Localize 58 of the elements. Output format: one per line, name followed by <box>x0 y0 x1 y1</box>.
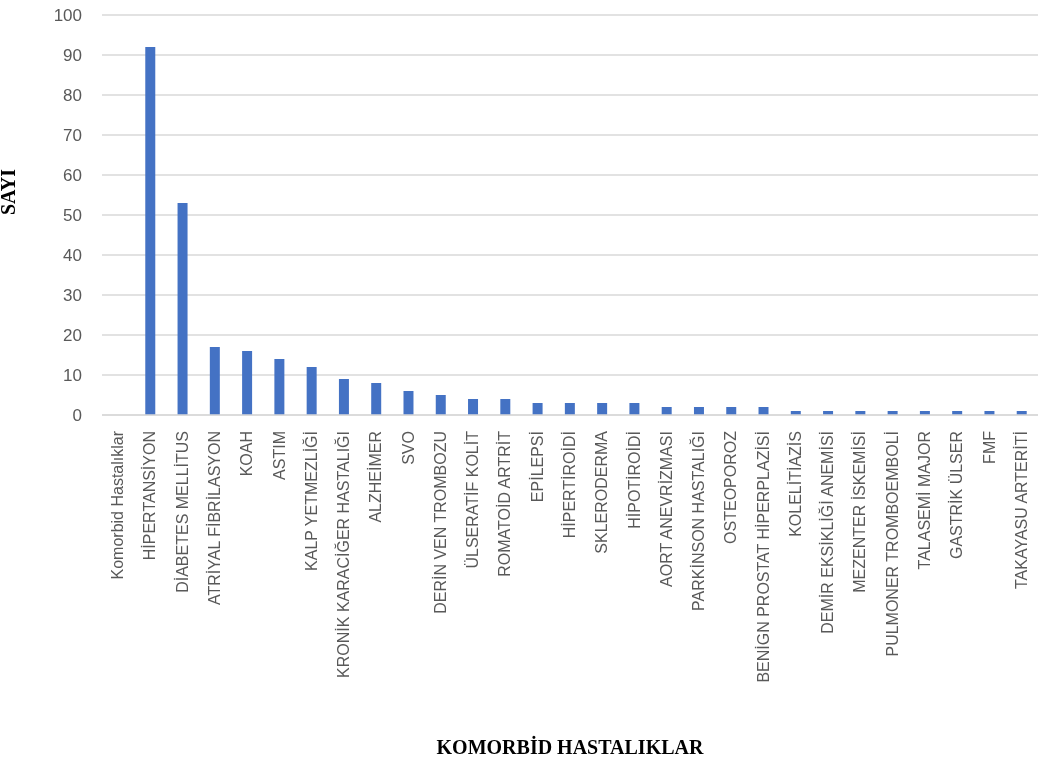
x-tick-label: ALZHEİMER <box>366 431 385 523</box>
bar <box>242 351 253 415</box>
x-tick-label: BENİGN PROSTAT HİPERPLAZİSİ <box>753 431 772 683</box>
x-tick-label: PARKİNSON HASTALIĞI <box>689 431 708 611</box>
y-tick-label: 90 <box>63 46 82 66</box>
y-tick-label: 20 <box>63 326 82 346</box>
bar <box>371 383 382 415</box>
x-tick-label: DERİN VEN TROMBOZU <box>430 431 449 614</box>
x-tick-label: ASTIM <box>270 431 288 480</box>
y-axis-title: SAYI <box>0 168 20 215</box>
y-tick-label: 10 <box>63 366 82 386</box>
y-tick-label: 40 <box>63 246 82 266</box>
x-tick-label: TALASEMİ MAJOR <box>915 431 934 570</box>
bar <box>564 403 575 415</box>
x-tick-label: HİPERTİROİDİ <box>560 431 578 539</box>
x-tick-label: OSTEOPOROZ <box>722 430 740 544</box>
y-tick-label: 50 <box>63 206 82 226</box>
bar <box>532 403 543 415</box>
y-tick-label: 70 <box>63 126 82 146</box>
y-tick-label: 0 <box>72 406 82 426</box>
x-tick-label: TAKAYASU ARTERİTİ <box>1011 431 1030 589</box>
bar <box>403 391 414 415</box>
y-tick-label: 60 <box>63 166 82 186</box>
x-tick-label: KOAH <box>238 431 256 477</box>
x-tick-label: ÜLSERATİF KOLİT <box>463 430 482 569</box>
x-tick-label: PULMONER TROMBOEMBOLİ <box>882 431 901 657</box>
bar <box>209 347 220 415</box>
x-tick-label: SVO <box>399 431 417 465</box>
x-tick-label: KRONİK KARACİĞER HASTALIĞI <box>334 431 353 678</box>
bar <box>629 403 640 415</box>
bar <box>177 203 188 415</box>
x-tick-label: ATRİYAL FİBRİLASYON <box>204 431 223 605</box>
y-tick-label: 100 <box>53 6 82 26</box>
bar <box>435 395 446 415</box>
bar <box>306 367 317 415</box>
x-tick-label: KOLELİTİAZİS <box>785 431 804 537</box>
y-tick-label: 80 <box>63 86 82 106</box>
x-tick-label: KALP YETMEZLİĞİ <box>301 431 320 571</box>
x-tick-label: DEMİR EKSİKLİĞİ ANEMİSİ <box>818 431 837 634</box>
x-tick-label: HİPOTİROİDİ <box>624 431 643 529</box>
x-tick-label: Komorbid Hastalıklar <box>109 430 127 580</box>
x-tick-label: AORT ANEVRİZMASI <box>656 431 675 587</box>
x-tick-label: DİABETES MELLİTUS <box>172 431 191 593</box>
bar <box>274 359 285 415</box>
bar <box>468 399 479 415</box>
x-tick-label: FMF <box>980 430 998 464</box>
x-tick-label: MEZENTER İSKEMİSİ <box>850 431 869 593</box>
x-tick-label: EPİLEPSİ <box>527 431 546 503</box>
bar <box>500 399 511 415</box>
x-tick-label: GASTRİK ÜLSER <box>947 431 966 560</box>
bar <box>597 403 608 415</box>
x-tick-label: HİPERTANSİYON <box>140 431 159 561</box>
bar <box>338 379 349 415</box>
bar <box>145 47 156 415</box>
x-tick-label: SKLERODERMA <box>593 430 611 554</box>
x-axis-title: KOMORBİD HASTALIKLAR <box>436 735 704 758</box>
y-tick-label: 30 <box>63 286 82 306</box>
x-tick-label: ROMATOİD ARTRİT <box>495 430 514 577</box>
